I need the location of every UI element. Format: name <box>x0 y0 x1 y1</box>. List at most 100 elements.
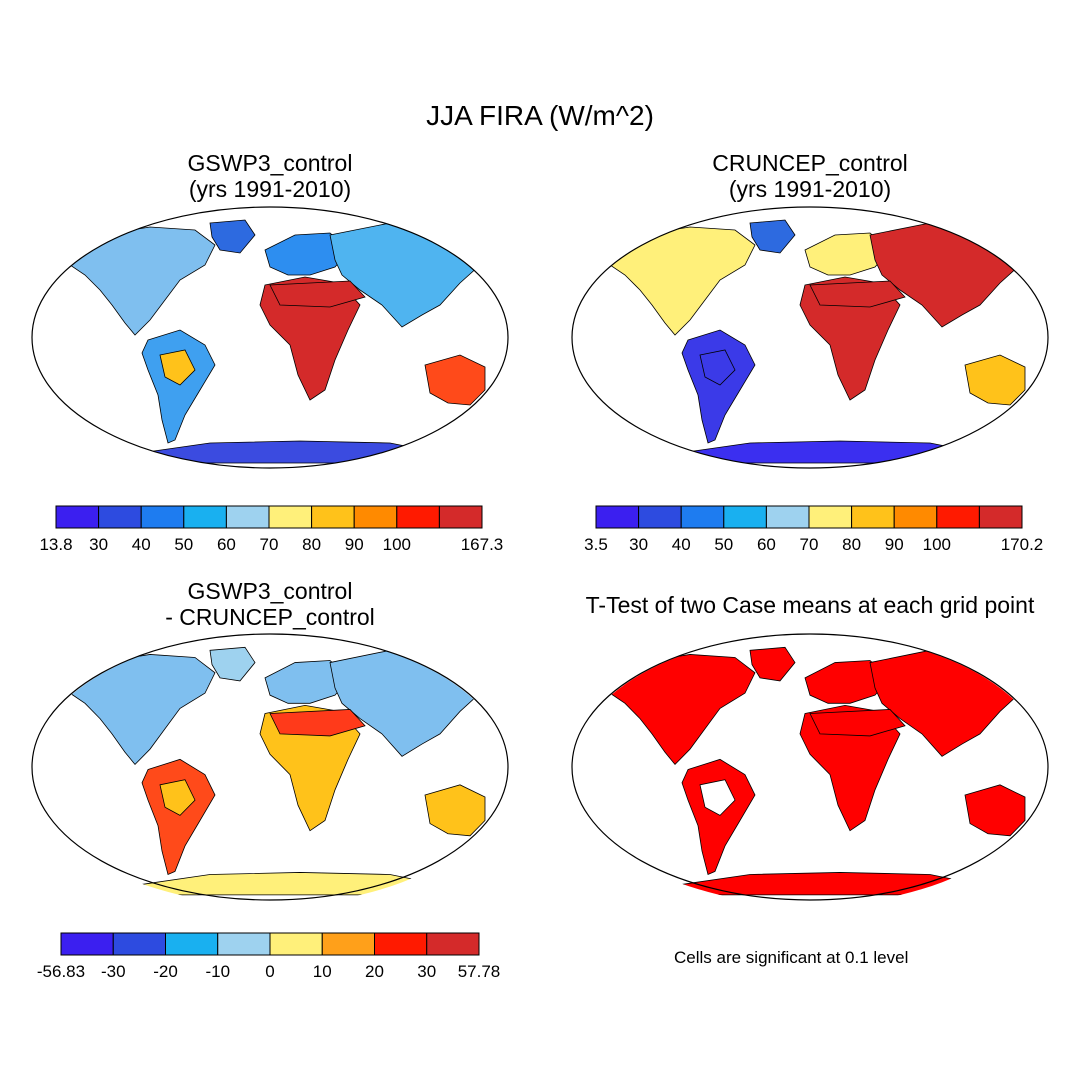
colorbar-gswp3: 13.8 30 40 50 60 70 80 90 100 167.3 <box>39 505 504 554</box>
region-hi <box>269 709 366 737</box>
colorbar-box <box>978 505 1023 529</box>
colorbar-label: -30 <box>101 962 126 981</box>
panel-title-line1: GSWP3_control <box>187 578 353 604</box>
region-hi <box>809 280 906 308</box>
colorbar-label: 80 <box>302 535 321 554</box>
colorbar-box <box>438 505 483 529</box>
region-hi2 <box>699 349 736 386</box>
colorbar-label: 80 <box>842 535 861 554</box>
figure-title: JJA FIRA (W/m^2) <box>426 100 654 131</box>
colorbar-label: 10 <box>313 962 332 981</box>
region-na <box>609 654 756 766</box>
colorbar-box <box>353 505 398 529</box>
region-hi <box>269 280 366 308</box>
colorbar-box <box>140 505 185 529</box>
colorbar-label: 40 <box>132 535 151 554</box>
colorbar-label: 30 <box>629 535 648 554</box>
colorbar-label: 167.3 <box>461 535 504 554</box>
region-gl <box>209 219 256 254</box>
land-layer <box>69 219 486 464</box>
panel-title-line1: CRUNCEP_control <box>712 150 908 176</box>
region-eu <box>804 660 891 704</box>
colorbar-box <box>112 932 166 956</box>
map-diff <box>31 633 509 901</box>
land-layer <box>609 646 1026 896</box>
colorbar-label: 100 <box>923 535 951 554</box>
colorbar-box <box>225 505 270 529</box>
region-hi2 <box>699 779 736 816</box>
region-gl <box>749 219 796 254</box>
colorbar-box <box>55 505 100 529</box>
colorbar-label: 70 <box>800 535 819 554</box>
region-hi2 <box>159 779 196 816</box>
colorbar-label: 90 <box>345 535 364 554</box>
colorbar-box <box>936 505 980 529</box>
panel-title-line2: (yrs 1991-2010) <box>728 176 892 202</box>
region-eu <box>264 660 351 704</box>
colorbar-box <box>426 932 480 956</box>
colorbar-box <box>595 505 640 529</box>
colorbar-label: 3.5 <box>584 535 608 554</box>
colorbar-box <box>165 932 219 956</box>
panel-title-diff: GSWP3_control - CRUNCEP_control <box>120 578 420 630</box>
colorbar-box <box>217 932 271 956</box>
colorbar-box <box>60 932 114 956</box>
colorbar-box <box>269 932 323 956</box>
region-hi <box>809 709 906 737</box>
colorbar-label: 90 <box>885 535 904 554</box>
map-outline <box>31 206 509 469</box>
panel-title-cruncep: CRUNCEP_control (yrs 1991-2010) <box>660 150 960 202</box>
land-layer <box>609 219 1026 464</box>
panel-title-line1: GSWP3_control <box>187 150 353 176</box>
colorbar-box <box>638 505 682 529</box>
colorbar-label: 0 <box>265 962 274 981</box>
region-na <box>609 226 756 336</box>
panel-title-ttest: T-Test of two Case means at each grid po… <box>540 592 1080 618</box>
colorbar-box <box>893 505 938 529</box>
colorbar-label: 50 <box>174 535 193 554</box>
region-gl <box>749 646 796 682</box>
region-an <box>679 440 971 464</box>
colorbar-label: 60 <box>757 535 776 554</box>
colorbar-label: -10 <box>205 962 230 981</box>
region-au <box>964 354 1026 406</box>
colorbar-box <box>98 505 142 529</box>
region-an <box>139 872 431 896</box>
colorbar-label: 60 <box>217 535 236 554</box>
map-outline <box>571 206 1049 469</box>
significance-note: Cells are significant at 0.1 level <box>674 948 909 967</box>
region-an <box>139 440 431 464</box>
region-an <box>679 872 971 896</box>
region-au <box>964 784 1026 837</box>
region-sa <box>141 329 216 444</box>
colorbar-label: 30 <box>89 535 108 554</box>
region-au <box>424 354 486 406</box>
colorbar-box <box>396 505 440 529</box>
colorbar-label: 13.8 <box>39 535 72 554</box>
region-eu <box>264 232 351 276</box>
region-sa <box>681 329 756 444</box>
colorbar-diff: -56.83 -30 -20 -10 0 10 20 30 57.78 <box>37 932 500 981</box>
colorbar-label: 20 <box>365 962 384 981</box>
map-ttest <box>571 633 1049 901</box>
colorbar-label: 70 <box>260 535 279 554</box>
colorbar-box <box>808 505 853 529</box>
colorbar-label: -20 <box>153 962 178 981</box>
region-sa <box>681 758 756 876</box>
colorbar-label: 100 <box>383 535 411 554</box>
colorbar-box <box>268 505 313 529</box>
map-outline <box>31 633 509 901</box>
panel-title-line1: T-Test of two Case means at each grid po… <box>585 592 1035 618</box>
map-outline <box>571 633 1049 901</box>
panel-title-line2: (yrs 1991-2010) <box>188 176 352 202</box>
colorbar-label: 50 <box>714 535 733 554</box>
region-sa <box>141 758 216 876</box>
colorbar-box <box>183 505 227 529</box>
region-gl <box>209 646 256 682</box>
colorbar-label: 170.2 <box>1001 535 1044 554</box>
colorbar-label: 30 <box>417 962 436 981</box>
map-gswp3 <box>31 206 509 469</box>
region-na <box>69 654 216 766</box>
colorbar-box <box>374 932 428 956</box>
panel-title-line2: - CRUNCEP_control <box>165 604 375 630</box>
